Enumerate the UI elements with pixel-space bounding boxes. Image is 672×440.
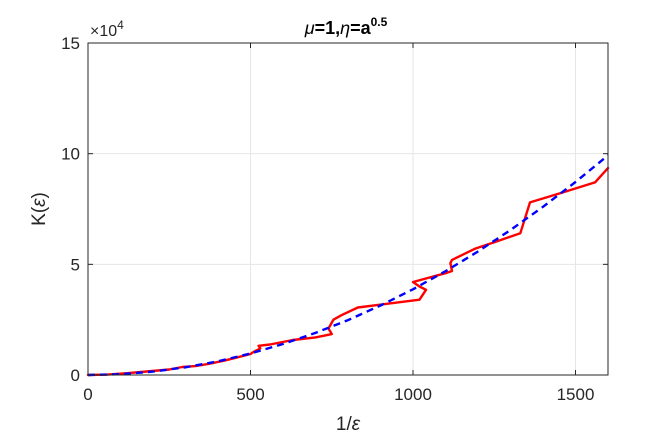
tick-labels: 0 500 1000 1500 0 5 10 15 <box>61 34 594 404</box>
chart-title: μ=1,η=a0.5 <box>304 15 388 38</box>
x-axis-label: 1/ε <box>336 414 361 435</box>
axes-box <box>87 42 609 376</box>
x-tick-label: 0 <box>83 385 92 404</box>
y-tick-label: 10 <box>61 145 80 164</box>
series-line-blue-dashed <box>87 154 609 377</box>
y-tick-label: 0 <box>71 366 80 385</box>
x-tick-label: 1500 <box>557 385 595 404</box>
tick-marks <box>87 42 608 376</box>
y-exponent-label: ×104 <box>90 18 124 40</box>
y-tick-label: 5 <box>71 255 80 274</box>
series-layer <box>86 154 610 377</box>
plot-area <box>88 43 608 375</box>
y-axis-label: K(ε) <box>29 192 50 226</box>
x-tick-label: 500 <box>236 385 264 404</box>
grid-lines <box>88 43 608 375</box>
x-tick-label: 1000 <box>394 385 432 404</box>
y-tick-label: 15 <box>61 34 80 53</box>
